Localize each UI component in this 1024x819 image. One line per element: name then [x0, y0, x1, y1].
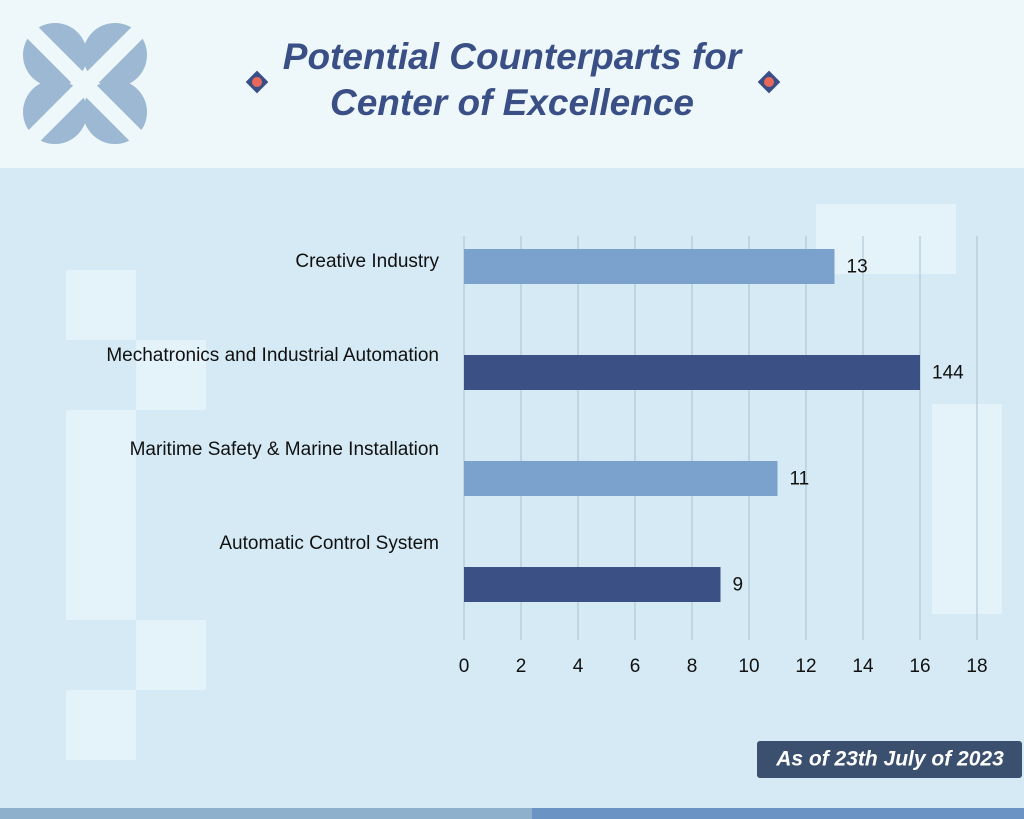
bar	[464, 567, 721, 602]
category-label: Maritime Safety & Marine Installation	[130, 439, 439, 460]
annotation: As of 23th July of 2023	[775, 748, 1004, 771]
x-tick-label: 14	[852, 656, 874, 677]
x-tick-label: 16	[909, 656, 930, 677]
title-ornaments	[245, 70, 781, 94]
value-label: 144	[932, 363, 964, 384]
x-tick-label: 12	[795, 656, 816, 677]
bar	[464, 249, 835, 284]
category-label: Mechatronics and Industrial Automation	[106, 345, 439, 366]
chart-title: Potential Counterparts for Center of Exc…	[282, 36, 742, 123]
logo	[19, 19, 151, 151]
category-label: Creative Industry	[295, 251, 439, 272]
annotation-badge	[757, 741, 1022, 778]
bar	[464, 355, 920, 390]
x-tick-label: 6	[630, 656, 641, 677]
category-label: Automatic Control System	[219, 533, 439, 554]
header-band	[0, 0, 1024, 168]
footer-strip	[532, 808, 1024, 819]
x-tick-label: 4	[573, 656, 584, 677]
footer-strip	[0, 808, 532, 819]
decor	[66, 204, 1002, 760]
x-tick-label: 2	[516, 656, 527, 677]
value-label: 9	[733, 575, 744, 596]
x-tick-label: 0	[459, 656, 470, 677]
x-tick-label: 18	[966, 656, 987, 677]
x-tick-label: 8	[687, 656, 698, 677]
bar	[464, 461, 778, 496]
x-tick-label: 10	[738, 656, 759, 677]
value-label: 13	[847, 257, 868, 278]
value-label: 11	[790, 469, 810, 490]
